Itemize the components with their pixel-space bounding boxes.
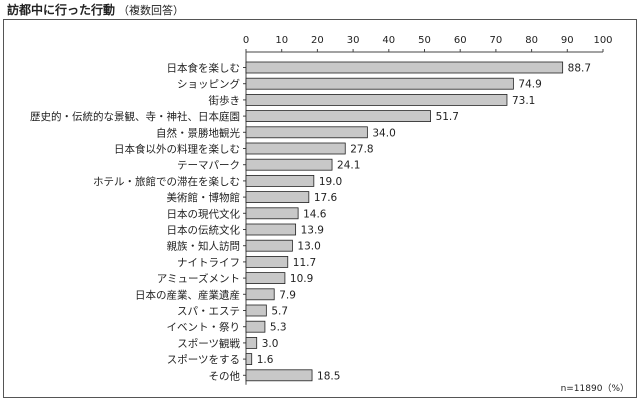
bar bbox=[245, 369, 313, 382]
value-label: 74.9 bbox=[518, 79, 541, 91]
category-label: 日本の伝統文化 bbox=[167, 224, 241, 237]
bar bbox=[245, 191, 310, 204]
bar bbox=[245, 336, 258, 349]
x-tick-label: 100 bbox=[593, 35, 612, 46]
bar bbox=[245, 288, 275, 301]
category-label: 日本の産業、産業遺産 bbox=[135, 288, 240, 301]
bar bbox=[245, 77, 514, 90]
category-label: ナイトライフ bbox=[177, 257, 240, 269]
category-label: イベント・祭り bbox=[167, 322, 241, 334]
value-label: 88.7 bbox=[568, 63, 591, 75]
bar bbox=[245, 94, 508, 106]
bar bbox=[245, 223, 297, 236]
x-tick-label: 80 bbox=[525, 35, 538, 46]
x-tick-label: 50 bbox=[418, 35, 431, 46]
category-label: 歴史的・伝統的な景観、寺・神社、日本庭園 bbox=[30, 110, 240, 123]
value-label: 14.6 bbox=[303, 208, 327, 220]
x-tick-label: 70 bbox=[490, 35, 503, 46]
category-label: 美術館・博物館 bbox=[167, 191, 241, 204]
bar bbox=[245, 207, 299, 220]
x-tick-label: 30 bbox=[347, 35, 360, 46]
category-label: スパ・エステ bbox=[177, 306, 240, 318]
chart-title-text: 訪都中に行った行動 bbox=[7, 3, 116, 17]
value-label: 24.1 bbox=[337, 160, 360, 172]
chart-subtitle: （複数回答） bbox=[118, 4, 185, 17]
bar bbox=[245, 239, 293, 252]
x-tick-label: 20 bbox=[311, 35, 324, 46]
chart-title: 訪都中に行った行動 （複数回答） bbox=[7, 1, 184, 18]
value-label: 19.0 bbox=[319, 176, 342, 188]
value-label: 13.9 bbox=[301, 225, 324, 237]
bar bbox=[245, 174, 315, 187]
bar bbox=[245, 272, 286, 285]
sample-size-note: n=11890（%） bbox=[560, 384, 629, 394]
bar bbox=[245, 126, 368, 139]
category-label: 親族・知人訪問 bbox=[167, 240, 241, 253]
category-label: 日本の現代文化 bbox=[167, 207, 241, 220]
x-tick-label: 0 bbox=[243, 35, 249, 46]
category-label: ホテル・旅館での滞在を楽しむ bbox=[93, 175, 240, 188]
bar bbox=[245, 61, 564, 74]
bar bbox=[245, 110, 431, 122]
value-label: 11.7 bbox=[293, 257, 316, 269]
value-label: 51.7 bbox=[436, 111, 459, 123]
value-label: 27.8 bbox=[350, 144, 373, 156]
bar bbox=[245, 320, 266, 333]
value-label: 34.0 bbox=[372, 127, 395, 139]
category-label: 日本食を楽しむ bbox=[167, 62, 241, 75]
category-label: スポーツをする bbox=[167, 354, 240, 366]
x-tick-label: 60 bbox=[454, 35, 467, 46]
category-label: スポーツ観戦 bbox=[177, 337, 240, 350]
value-label: 17.6 bbox=[314, 192, 338, 204]
value-label: 3.0 bbox=[262, 338, 279, 350]
value-label: 73.1 bbox=[512, 95, 535, 107]
x-tick-label: 90 bbox=[561, 35, 574, 46]
category-label: その他 bbox=[209, 369, 241, 382]
bar bbox=[245, 158, 333, 171]
category-label: 街歩き bbox=[209, 94, 241, 107]
category-label: 日本食以外の料理を楽しむ bbox=[114, 143, 240, 156]
bar bbox=[245, 255, 289, 268]
x-tick-label: 10 bbox=[275, 35, 288, 46]
category-label: ショッピング bbox=[177, 78, 240, 91]
category-label: テーマパーク bbox=[177, 160, 240, 172]
value-label: 18.5 bbox=[317, 370, 340, 382]
value-label: 1.6 bbox=[257, 354, 274, 366]
chart-frame bbox=[3, 19, 637, 398]
value-label: 5.3 bbox=[270, 322, 287, 334]
bar bbox=[245, 304, 267, 317]
value-label: 10.9 bbox=[290, 273, 313, 285]
category-label: 自然・景勝地観光 bbox=[156, 126, 240, 139]
value-label: 13.0 bbox=[297, 241, 320, 253]
value-label: 5.7 bbox=[271, 306, 288, 318]
category-label: アミューズメント bbox=[157, 272, 240, 285]
bar bbox=[245, 142, 346, 155]
x-tick-label: 40 bbox=[382, 35, 395, 46]
value-label: 7.9 bbox=[279, 289, 296, 301]
bar bbox=[245, 353, 253, 366]
